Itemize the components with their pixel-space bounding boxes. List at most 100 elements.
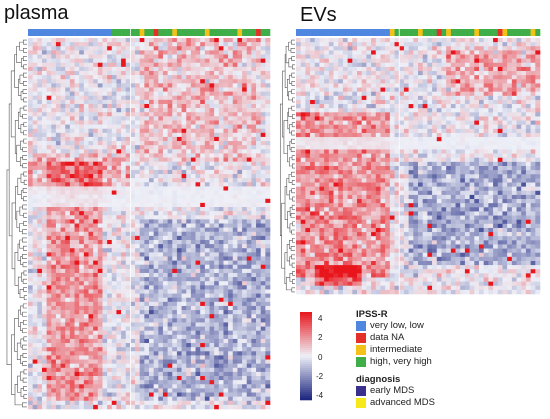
heatmap-cell: [130, 252, 136, 257]
heatmap-cell: [41, 108, 47, 113]
heatmap-cell: [41, 198, 47, 204]
heatmap-cell: [125, 116, 131, 121]
dendrogram-branch: [23, 369, 27, 375]
heatmap-cell: [214, 314, 220, 319]
heatmap-cell: [41, 343, 47, 348]
heatmap-cell: [51, 293, 57, 298]
heatmap-cell: [158, 252, 164, 257]
heatmap-cell: [186, 363, 192, 369]
heatmap-cell: [195, 169, 201, 175]
heatmap-cell: [172, 66, 178, 72]
heatmap-cell: [37, 260, 43, 266]
heatmap-cell: [65, 95, 71, 101]
heatmap-cell: [200, 149, 206, 154]
heatmap-cell: [116, 223, 122, 228]
heatmap-cell: [237, 103, 243, 109]
heatmap-cell: [55, 108, 61, 113]
heatmap-cell: [204, 202, 210, 208]
heatmap-cell: [32, 351, 38, 356]
heatmap-cell: [51, 211, 57, 216]
heatmap-cell: [228, 182, 234, 187]
heatmap-cell: [167, 231, 173, 237]
heatmap-cell: [97, 70, 103, 76]
heatmap-cell: [46, 272, 52, 278]
heatmap-cell: [107, 314, 113, 319]
heatmap-cell: [121, 70, 127, 76]
heatmap-cell: [162, 38, 168, 43]
heatmap-cell: [41, 219, 47, 224]
heatmap-cell: [190, 169, 196, 175]
heatmap-cell: [246, 194, 252, 200]
heatmap-cell: [162, 83, 168, 88]
heatmap-cell: [111, 347, 117, 352]
heatmap-cell: [218, 338, 224, 344]
heatmap-cell: [190, 116, 196, 121]
heatmap-cell: [502, 42, 508, 47]
heatmap-cell: [242, 211, 248, 216]
heatmap-cell: [51, 50, 57, 55]
heatmap-cell: [144, 79, 150, 84]
heatmap-cell: [209, 174, 215, 179]
heatmap-cell: [46, 359, 52, 364]
heatmap-cell: [232, 50, 238, 55]
heatmap-cell: [256, 371, 261, 377]
heatmap-cell: [190, 223, 196, 228]
heatmap-cell: [246, 404, 252, 410]
heatmap-cell: [32, 268, 38, 274]
heatmap-cell: [46, 211, 52, 216]
heatmap-cell: [181, 392, 187, 397]
heatmap-cell: [107, 244, 113, 249]
heatmap-cell: [200, 244, 206, 249]
heatmap-cell: [186, 132, 192, 138]
heatmap-cell: [135, 128, 140, 134]
heatmap-cell: [186, 256, 192, 261]
heatmap-cell: [246, 400, 252, 406]
heatmap-cell: [28, 326, 33, 331]
heatmap-cell: [83, 174, 89, 179]
heatmap-cell: [111, 116, 117, 121]
heatmap-cell: [83, 351, 89, 356]
heatmap-cell: [167, 244, 173, 249]
heatmap-cell: [172, 326, 178, 331]
heatmap-cell: [153, 400, 159, 406]
heatmap-cell: [74, 136, 80, 142]
heatmap-cell: [260, 330, 266, 336]
heatmap-cell: [162, 305, 168, 311]
heatmap-cell: [195, 202, 201, 208]
heatmap-cell: [242, 281, 248, 286]
heatmap-cell: [176, 215, 182, 220]
dendrogram-branch: [20, 140, 24, 150]
heatmap-cell: [65, 103, 71, 109]
heatmap-cell: [256, 388, 261, 393]
heatmap-cell: [60, 305, 66, 311]
heatmap-cell: [79, 239, 85, 245]
heatmap-cell: [55, 343, 61, 348]
heatmap-cell: [209, 124, 215, 129]
heatmap-cell: [172, 301, 178, 307]
heatmap-cell: [214, 42, 220, 47]
heatmap-cell: [204, 305, 210, 311]
heatmap-cell: [102, 326, 108, 331]
heatmap-cell: [97, 388, 103, 393]
heatmap-cell: [237, 326, 243, 331]
heatmap-cell: [223, 244, 229, 249]
heatmap-cell: [176, 54, 182, 59]
heatmap-cell: [394, 38, 400, 43]
heatmap-cell: [237, 338, 243, 344]
heatmap-cell: [162, 235, 168, 241]
heatmap-cell: [102, 62, 108, 68]
heatmap-cell: [139, 256, 145, 261]
heatmap-cell: [172, 400, 178, 406]
heatmap-cell: [116, 95, 122, 101]
heatmap-cell: [153, 293, 159, 298]
heatmap-cell: [69, 174, 75, 179]
heatmap-cell: [200, 157, 206, 162]
heatmap-cell: [116, 157, 122, 162]
heatmap-cell: [74, 42, 80, 47]
heatmap-cell: [153, 87, 159, 92]
heatmap-cell: [181, 244, 187, 249]
heatmap-cell: [149, 310, 154, 315]
heatmap-cell: [158, 281, 164, 286]
heatmap-cell: [28, 301, 33, 307]
heatmap-cell: [265, 301, 271, 307]
